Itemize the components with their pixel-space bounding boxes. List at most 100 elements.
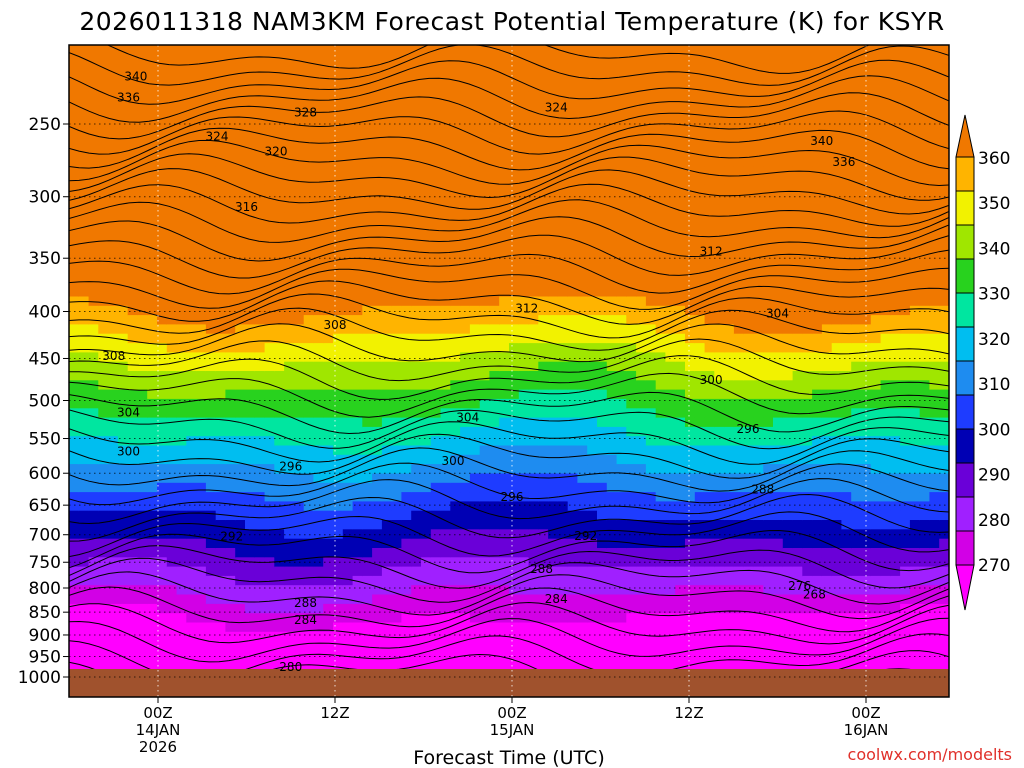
theta-cell — [137, 585, 148, 596]
theta-cell — [108, 110, 119, 121]
theta-cell — [215, 641, 227, 651]
theta-cell — [391, 380, 403, 391]
theta-cell — [430, 426, 442, 437]
theta-cell — [157, 277, 168, 288]
theta-cell — [636, 147, 647, 158]
theta-cell — [538, 426, 549, 437]
theta-cell — [548, 510, 559, 521]
theta-cell — [215, 203, 227, 214]
theta-cell — [323, 63, 334, 74]
theta-cell — [313, 63, 324, 74]
theta-cell — [597, 641, 608, 651]
theta-cell — [88, 548, 99, 558]
theta-cell — [166, 641, 178, 651]
theta-cell — [743, 557, 755, 568]
theta-cell — [567, 91, 579, 102]
theta-cell — [499, 473, 510, 484]
theta-cell — [675, 408, 686, 419]
theta-cell — [166, 371, 178, 381]
theta-cell — [352, 63, 363, 74]
theta-cell — [98, 72, 109, 83]
theta-cell — [372, 100, 383, 111]
theta-cell — [421, 659, 432, 670]
theta-cell — [597, 231, 608, 242]
theta-cell — [675, 175, 686, 186]
theta-cell — [489, 249, 500, 260]
theta-cell — [440, 296, 451, 307]
theta-cell — [78, 82, 90, 93]
theta-cell — [333, 501, 344, 512]
theta-cell — [460, 222, 471, 232]
theta-cell — [176, 548, 187, 558]
theta-cell — [303, 492, 315, 502]
theta-cell — [108, 72, 119, 83]
theta-cell — [166, 138, 178, 148]
theta-cell — [205, 548, 217, 558]
theta-cell — [381, 268, 393, 279]
theta-cell — [293, 417, 305, 428]
theta-cell — [548, 110, 559, 121]
theta-cell — [450, 305, 461, 316]
theta-cell — [391, 454, 403, 465]
theta-cell — [665, 147, 676, 158]
theta-cell — [166, 622, 178, 633]
theta-cell — [724, 128, 735, 139]
theta-cell — [577, 464, 588, 474]
theta-cell — [421, 184, 432, 195]
theta-cell — [665, 659, 676, 670]
theta-cell — [313, 473, 324, 484]
theta-cell — [157, 659, 168, 670]
theta-cell — [577, 138, 588, 148]
theta-cell — [323, 454, 334, 465]
theta-cell — [293, 231, 305, 242]
theta-cell — [538, 361, 549, 372]
theta-cell — [284, 426, 295, 437]
theta-cell — [245, 45, 256, 55]
theta-cell — [548, 249, 559, 260]
theta-cell — [381, 147, 393, 158]
theta-cell — [69, 324, 80, 335]
theta-cell — [567, 231, 579, 242]
theta-cell — [401, 194, 412, 204]
theta-cell — [469, 184, 481, 195]
theta-cell — [421, 436, 432, 447]
theta-cell — [557, 249, 569, 260]
theta-cell — [606, 417, 618, 428]
theta-cell — [704, 408, 715, 419]
theta-cell — [391, 501, 403, 512]
theta-cell — [313, 529, 324, 540]
theta-cell — [733, 389, 745, 400]
theta-cell — [763, 110, 774, 121]
theta-cell — [450, 501, 461, 512]
theta-cell — [78, 641, 90, 651]
theta-cell — [284, 603, 295, 614]
theta-cell — [225, 445, 236, 456]
theta-cell — [655, 277, 667, 288]
theta-cell — [293, 184, 305, 195]
theta-cell — [587, 240, 598, 251]
theta-cell — [78, 268, 90, 279]
theta-cell — [460, 501, 471, 512]
theta-cell — [333, 249, 344, 260]
theta-cell — [342, 464, 354, 474]
theta-cell — [606, 82, 618, 93]
theta-cell — [303, 72, 315, 83]
theta-cell — [450, 63, 461, 74]
theta-cell — [479, 622, 491, 633]
theta-cell — [743, 398, 755, 409]
theta-cell — [381, 63, 393, 74]
theta-cell — [235, 659, 246, 670]
theta-cell — [391, 445, 403, 456]
theta-cell — [117, 557, 129, 568]
theta-cell — [69, 520, 80, 530]
theta-cell — [567, 194, 579, 204]
theta-cell — [127, 380, 139, 391]
theta-cell — [645, 510, 657, 521]
theta-cell — [743, 296, 755, 307]
theta-cell — [616, 510, 627, 521]
theta-cell — [245, 473, 256, 484]
theta-cell — [69, 426, 80, 437]
theta-cell — [714, 613, 725, 624]
theta-cell — [127, 352, 139, 363]
theta-cell — [518, 100, 530, 111]
